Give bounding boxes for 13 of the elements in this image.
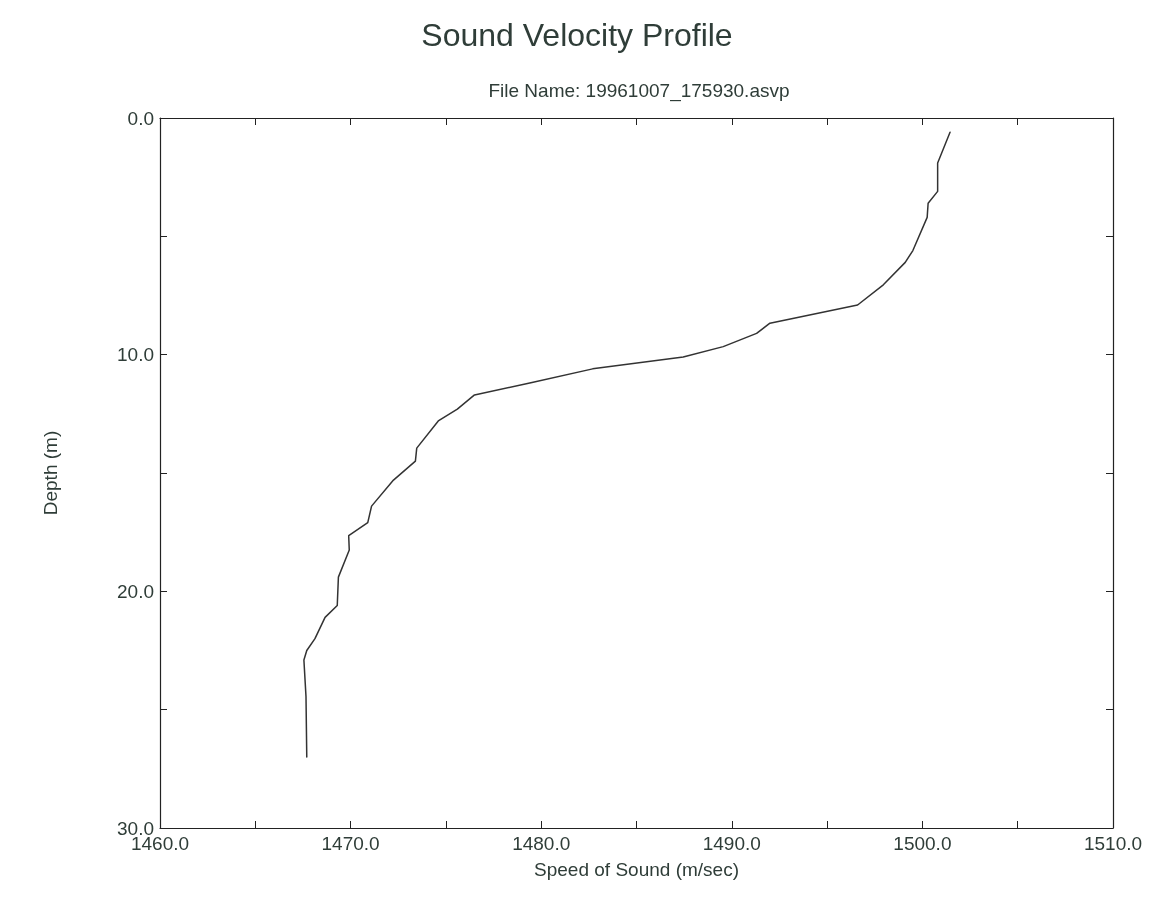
x-axis-title: Speed of Sound (m/sec) [534,859,739,880]
line-series [303,131,951,758]
y-axis-title: Depth (m) [40,430,61,516]
y-tick-label: 0.0 [127,107,154,129]
chart-title: Sound Velocity Profile [421,17,733,53]
chart-subtitle: File Name: 19961007_175930.asvp [488,80,790,102]
y-tick-label: 10.0 [117,344,154,366]
x-tick-label: 1470.0 [321,833,380,854]
y-tick-label: 20.0 [117,580,154,602]
x-tick-label: 1510.0 [1083,833,1143,854]
x-tick-label: 1480.0 [512,833,571,854]
x-tick-label: 1500.0 [893,833,952,854]
x-tick-label: 1490.0 [702,833,761,854]
